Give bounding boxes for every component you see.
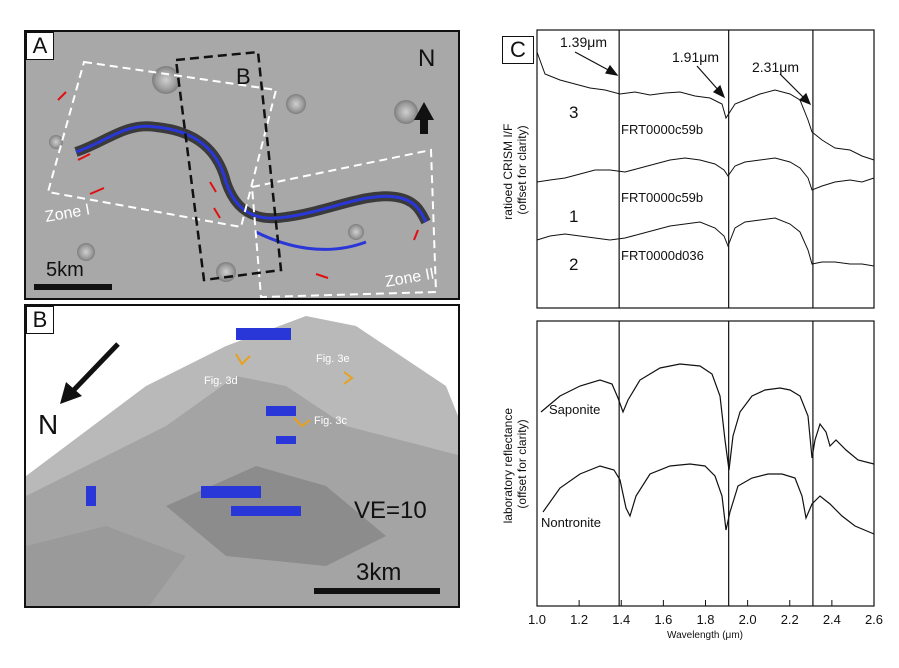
spectrum-3 [536,51,875,161]
series-number-2: 2 [569,255,578,274]
ve-label: VE=10 [354,497,427,524]
scale-label-a: 5km [46,259,84,281]
panel-b-letter: B [26,306,54,334]
x-tick-label-1: 1.2 [570,612,588,627]
spectrum-1 [536,157,875,191]
x-tick-label-0: 1.0 [528,612,546,627]
bottom-ylabel: laboratory reflectance (offset for clari… [501,405,529,524]
inset-b-outline [174,50,283,282]
zone-i-outline [46,60,278,229]
nontronite-spectrum [542,463,875,535]
north-label-a: N [418,45,435,72]
top-plot-frame [536,29,875,309]
legend-saponite: Saponite [549,402,600,417]
red-arrows [57,91,419,279]
zone-ii-outline [250,148,438,298]
bottom-plot-frame [536,320,875,607]
saponite-spectrum [540,363,875,471]
x-tick-label-3: 1.6 [654,612,672,627]
series-id-3: FRT0000c59b [621,122,703,137]
panel-b-3d-view: Fig. 3d Fig. 3e Fig. 3c N VE=10 3km B [24,304,460,608]
inset-b-label: B [236,64,251,89]
north-arrow-icon [414,102,434,134]
panel-a-map: N B Zone I Zone II 5km A [24,30,460,300]
figure-markers [235,353,354,428]
map-a-image: N B Zone I Zone II 5km [26,32,458,298]
fig-3e-label: Fig. 3e [316,353,350,365]
scale-bar-b [314,588,440,594]
series-id-1: FRT0000c59b [621,190,703,205]
x-tick-label-2: 1.4 [612,612,630,627]
scale-label-b: 3km [356,559,401,586]
x-tick-label-7: 2.4 [823,612,841,627]
top-ylabel: ratioed CRISM I/F (offset for clarity) [501,120,529,219]
legend-nontronite: Nontronite [541,515,601,530]
spectrum-2 [536,217,875,267]
x-tick-label-6: 2.2 [781,612,799,627]
x-tick-label-5: 2.0 [739,612,757,627]
north-label-b: N [38,409,58,440]
xlabel: Wavelength (μm) [667,630,743,641]
annotation-2-31: 2.31μm [752,59,799,75]
fig-3d-label: Fig. 3d [204,375,238,387]
map-b-image: Fig. 3d Fig. 3e Fig. 3c N VE=10 3km [26,316,458,606]
panel-a-letter: A [26,32,54,60]
annotation-1-91: 1.91μm [672,49,719,65]
north-arrow-b-icon [60,342,120,404]
x-tick-label-4: 1.8 [696,612,714,627]
x-tick-label-8: 2.6 [865,612,883,627]
panel-c-letter: C [502,36,534,64]
scale-bar-a [34,284,112,290]
annotation-1-39: 1.39μm [560,34,607,50]
series-id-2: FRT0000d036 [621,248,704,263]
series-number-3: 3 [569,103,578,122]
series-number-1: 1 [569,207,578,226]
annotation-arrows [574,51,812,106]
fig-3c-label: Fig. 3c [314,415,348,427]
